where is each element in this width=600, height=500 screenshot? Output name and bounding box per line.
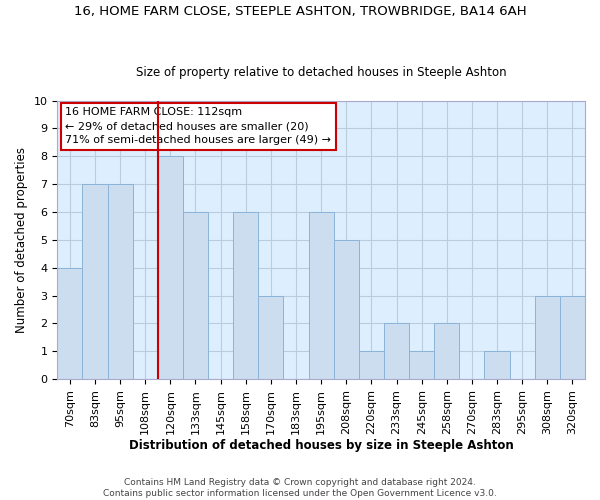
Bar [359, 352, 384, 379]
Bar [409, 352, 434, 379]
Bar [434, 324, 460, 379]
Text: Contains HM Land Registry data © Crown copyright and database right 2024.
Contai: Contains HM Land Registry data © Crown c… [103, 478, 497, 498]
Bar [158, 156, 183, 379]
Bar [535, 296, 560, 379]
Bar [233, 212, 259, 379]
Bar [308, 212, 334, 379]
Bar [334, 240, 359, 379]
Bar [259, 296, 283, 379]
Bar [183, 212, 208, 379]
Bar [384, 324, 409, 379]
Bar [57, 268, 82, 379]
Text: 16 HOME FARM CLOSE: 112sqm
← 29% of detached houses are smaller (20)
71% of semi: 16 HOME FARM CLOSE: 112sqm ← 29% of deta… [65, 108, 331, 146]
Bar [484, 352, 509, 379]
X-axis label: Distribution of detached houses by size in Steeple Ashton: Distribution of detached houses by size … [129, 440, 514, 452]
Bar [107, 184, 133, 379]
Y-axis label: Number of detached properties: Number of detached properties [15, 147, 28, 333]
Text: 16, HOME FARM CLOSE, STEEPLE ASHTON, TROWBRIDGE, BA14 6AH: 16, HOME FARM CLOSE, STEEPLE ASHTON, TRO… [74, 5, 526, 18]
Bar [560, 296, 585, 379]
Title: Size of property relative to detached houses in Steeple Ashton: Size of property relative to detached ho… [136, 66, 506, 78]
Bar [82, 184, 107, 379]
